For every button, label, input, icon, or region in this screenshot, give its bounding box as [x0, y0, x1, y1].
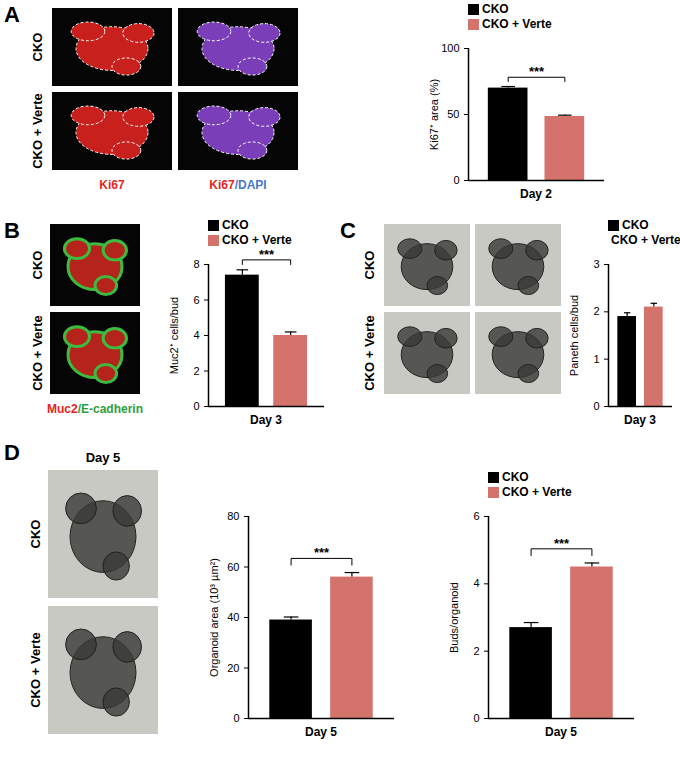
svg-text:50: 50	[447, 108, 459, 120]
svg-text:100: 100	[441, 42, 459, 54]
svg-text:4: 4	[473, 577, 479, 589]
html-text:CKO: CKO	[482, 2, 509, 16]
html-text:CKO: CKO	[362, 250, 377, 280]
svg-text:8: 8	[193, 258, 199, 270]
html-text:CKO + Verte: CKO + Verte	[28, 632, 43, 708]
html-text:A: A	[4, 2, 20, 27]
svg-text:***: ***	[314, 545, 330, 560]
html-text:Day 5: Day 5	[85, 450, 121, 465]
html-text:CKO + Verte: CKO + Verte	[30, 93, 45, 169]
html-text:Day 3: Day 3	[624, 413, 656, 427]
html-text:Day 5: Day 5	[305, 725, 337, 739]
svg-text:0: 0	[233, 712, 239, 724]
svg-text:4: 4	[193, 329, 199, 341]
svg-text:2: 2	[473, 645, 479, 657]
svg-text:***: ***	[554, 536, 570, 551]
svg-text:Buds/organoid: Buds/organoid	[448, 582, 460, 653]
svg-text:1: 1	[593, 353, 599, 365]
svg-text:0: 0	[453, 174, 459, 186]
svg-text:Ki67⁺ area (%): Ki67⁺ area (%)	[428, 79, 440, 150]
html-text:CKO + Verte: CKO + Verte	[30, 315, 45, 391]
svg-text:60: 60	[227, 561, 239, 573]
svg-text:2: 2	[593, 305, 599, 317]
html-text:CKO: CKO	[30, 250, 45, 280]
html-text:CKO: CKO	[28, 519, 43, 549]
html-text:CKO + Verte: CKO + Verte	[611, 233, 680, 247]
svg-text:0: 0	[473, 712, 479, 724]
html-text:C: C	[340, 218, 356, 243]
html-text:CKO: CKO	[502, 470, 529, 484]
svg-text:Muc2⁺ cells/bud: Muc2⁺ cells/bud	[168, 297, 180, 374]
html-text:Day 3: Day 3	[250, 413, 282, 427]
html-text:CKO + Verte: CKO + Verte	[222, 233, 292, 247]
svg-text:20: 20	[227, 662, 239, 674]
html-text:D: D	[4, 440, 20, 465]
svg-text:2: 2	[193, 365, 199, 377]
html-text:CKO + Verte: CKO + Verte	[362, 315, 377, 391]
svg-text:***: ***	[529, 64, 545, 79]
svg-text:6: 6	[473, 510, 479, 522]
svg-text:Paneth cells/bud: Paneth cells/bud	[568, 295, 580, 376]
svg-text:80: 80	[227, 510, 239, 522]
html-text:Day 2: Day 2	[520, 187, 552, 201]
html-text:Muc2 /E-cadherin: Muc2 /E-cadherin	[47, 402, 143, 416]
html-text:CKO + Verte: CKO + Verte	[482, 17, 552, 31]
html-text:CKO: CKO	[622, 218, 649, 232]
svg-text:3: 3	[593, 258, 599, 270]
html-text:Ki67 /DAPI: Ki67 /DAPI	[209, 178, 267, 192]
html-text:CKO: CKO	[30, 32, 45, 62]
svg-text:40: 40	[227, 611, 239, 623]
html-text:Ki67: Ki67	[99, 178, 125, 192]
svg-text:6: 6	[193, 294, 199, 306]
html-text:B: B	[4, 218, 20, 243]
svg-text:Organoid area (10³ µm²): Organoid area (10³ µm²)	[208, 558, 220, 677]
svg-text:0: 0	[193, 400, 199, 412]
svg-text:0: 0	[593, 400, 599, 412]
html-text:CKO: CKO	[222, 218, 249, 232]
html-text:CKO + Verte: CKO + Verte	[502, 485, 572, 499]
svg-text:***: ***	[259, 247, 275, 262]
html-text:Day 5: Day 5	[545, 725, 577, 739]
